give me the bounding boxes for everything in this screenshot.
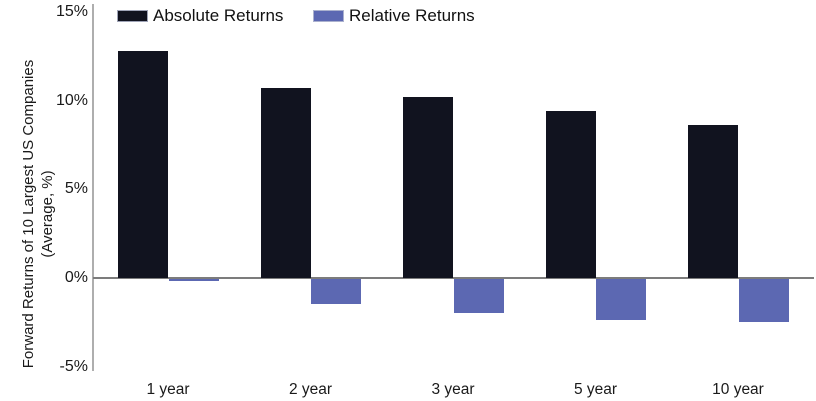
- y-tick-label: 15%: [55, 2, 88, 20]
- legend-item-absolute-returns: Absolute Returns: [117, 6, 283, 26]
- y-tick-label: 10%: [55, 91, 88, 109]
- legend-label-relative: Relative Returns: [349, 6, 475, 25]
- x-axis-label-3-year: 3 year: [431, 381, 475, 398]
- legend: Absolute Returns Relative Returns: [0, 0, 816, 26]
- relative-returns-bar-3-year: [453, 279, 504, 313]
- y-tick-label: 0%: [64, 269, 88, 286]
- relative-returns-bar-2-year: [311, 279, 361, 304]
- x-axis-label-10-year: 10 year: [712, 381, 764, 398]
- x-axis-label-5-year: 5 year: [573, 381, 618, 398]
- absolute-returns-bar-5-year: [545, 111, 596, 278]
- y-axis-line: [92, 4, 94, 371]
- legend-label-absolute: Absolute Returns: [153, 6, 284, 25]
- legend-item-relative-returns: Relative Returns: [313, 6, 475, 26]
- y-axis-title-line2: (Average, %): [39, 170, 56, 258]
- y-tick-label: -5%: [59, 357, 88, 375]
- x-axis-label-2-year: 2 year: [288, 381, 333, 398]
- relative-returns-bar-5-year: [596, 279, 646, 320]
- y-axis-title: Forward Returns of 10 Largest US Compani…: [19, 14, 57, 401]
- absolute-returns-bar-2-year: [260, 88, 311, 278]
- absolute-returns-bar-3-year: [403, 96, 453, 278]
- legend-swatch-relative-icon: [313, 10, 344, 22]
- relative-returns-bar-1-year: [168, 279, 219, 281]
- absolute-returns-bar-1-year: [118, 50, 168, 278]
- legend-swatch-absolute-icon: [117, 10, 148, 22]
- relative-returns-bar-10-year: [738, 279, 789, 322]
- absolute-returns-bar-10-year: [688, 125, 738, 278]
- zero-baseline: [93, 277, 814, 279]
- y-tick-label: 5%: [64, 180, 88, 198]
- y-axis-title-line1: Forward Returns of 10 Largest US Compani…: [20, 59, 37, 369]
- x-axis-label-1-year: 1 year: [146, 381, 190, 398]
